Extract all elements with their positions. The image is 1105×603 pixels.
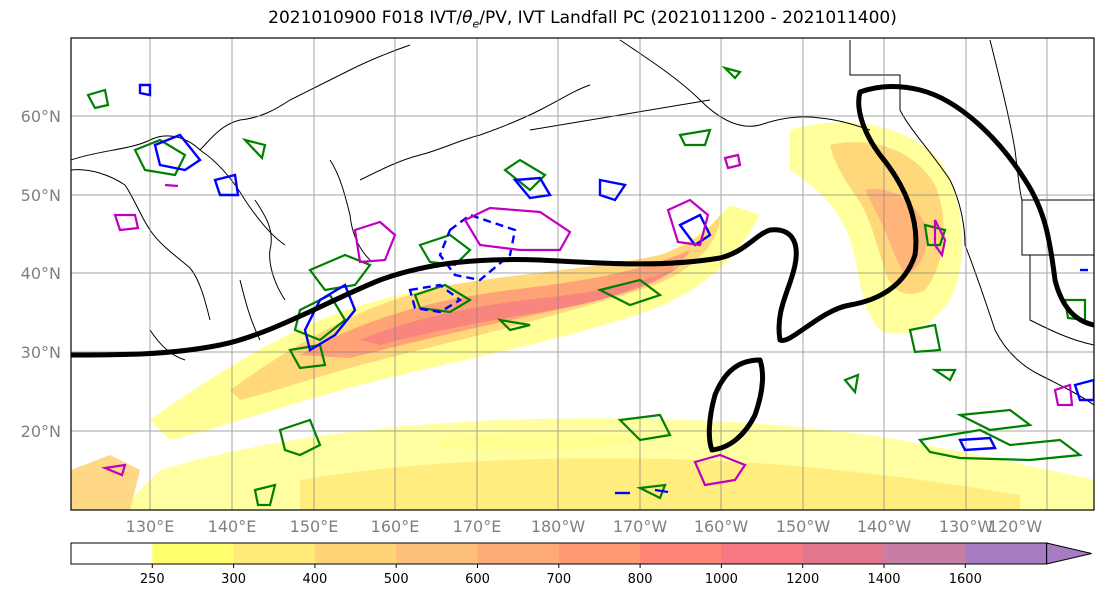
colorbar-tick-label: 1600 (949, 572, 982, 587)
lon-label-120w: 120°W (988, 517, 1043, 536)
colorbar-tick-label: 300 (221, 572, 246, 587)
lon-label-140e: 140°E (208, 517, 257, 536)
colorbar-tick-label: 1200 (786, 572, 819, 587)
title-theta-symbol: θ (462, 8, 473, 28)
pv-positive-contours (138, 83, 1094, 495)
pv-dashed-contours (408, 213, 517, 314)
lon-label-140w: 140°W (857, 517, 912, 536)
plot-frame (70, 37, 1095, 511)
colorbar-tick-label: 600 (465, 572, 490, 587)
lat-label-20n: 20°N (21, 422, 61, 441)
ivt-shading (71, 122, 1094, 510)
lat-label-40n: 40°N (21, 264, 61, 283)
lon-label-130w: 130°W (939, 517, 994, 536)
colorbar-tick-label: 400 (302, 572, 327, 587)
theta-e-contours (86, 65, 1087, 507)
colorbar-tick-label: 1000 (705, 572, 738, 587)
colorbar-segment (965, 543, 1048, 564)
colorbar-segment (558, 543, 641, 564)
landfall-pc-contours (71, 84, 1094, 453)
colorbar-segment (71, 543, 153, 564)
lat-label-60n: 60°N (21, 107, 61, 126)
colorbar-tick-label: 800 (628, 572, 653, 587)
coastlines (71, 39, 1094, 406)
colorbar-tick-label: 1400 (867, 572, 900, 587)
title-text-rest: /PV, IVT Landfall PC (2021011200 - 20210… (479, 8, 897, 28)
colorbar-segment (721, 543, 804, 564)
colorbar-segment (314, 543, 397, 564)
colorbar-extend-arrow (1046, 542, 1092, 565)
colorbar-tick-label: 700 (546, 572, 571, 587)
colorbar-tick-label: 250 (140, 572, 165, 587)
lon-label-180w: 180°W (531, 517, 586, 536)
colorbar-segment (884, 543, 966, 564)
pv-magenta-contours (100, 153, 1074, 487)
colorbar-segment (477, 543, 560, 564)
colorbar: 250 300 400 500 600 700 800 1000 1200 1400 1600 (70, 542, 1092, 587)
lon-label-160w: 160°W (694, 517, 749, 536)
lon-label-150w: 150°W (776, 517, 831, 536)
lon-label-160e: 160°E (371, 517, 420, 536)
lon-label-150e: 150°E (290, 517, 339, 536)
colorbar-segment (640, 543, 722, 564)
title-text-main: 2021010900 F018 IVT/ (268, 8, 463, 28)
lon-labels: 130°E 140°E 150°E 160°E 170°E 180°W 170°… (126, 517, 1043, 536)
colorbar-segment (802, 543, 885, 564)
lon-label-130e: 130°E (126, 517, 175, 536)
colorbar-segment (233, 543, 316, 564)
lon-label-170w: 170°W (613, 517, 668, 536)
lon-label-170e: 170°E (453, 517, 502, 536)
map-title: 2021010900 F018 IVT/θe/PV, IVT Landfall … (0, 8, 1105, 30)
lat-labels: 60°N 50°N 40°N 30°N 20°N (21, 107, 61, 441)
colorbar-segment (152, 543, 235, 564)
colorbar-segment (396, 543, 478, 564)
lat-label-50n: 50°N (21, 186, 61, 205)
colorbar-tick-label: 500 (384, 572, 409, 587)
lat-label-30n: 30°N (21, 343, 61, 362)
title-theta-subscript: e (472, 17, 480, 31)
